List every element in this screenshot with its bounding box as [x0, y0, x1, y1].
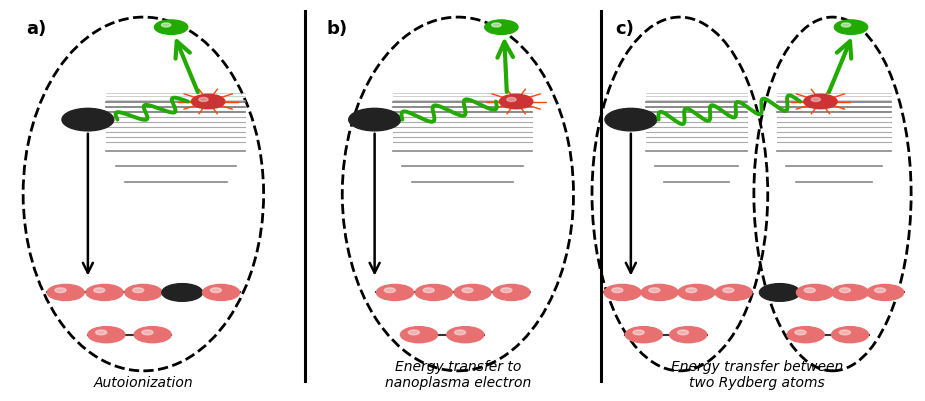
Circle shape [839, 330, 850, 335]
Circle shape [485, 21, 518, 35]
Text: b): b) [327, 20, 348, 38]
Circle shape [670, 327, 707, 343]
Circle shape [415, 285, 452, 301]
Circle shape [408, 330, 419, 335]
Circle shape [605, 109, 657, 132]
Circle shape [685, 288, 697, 293]
Circle shape [677, 330, 688, 335]
Circle shape [454, 285, 491, 301]
Circle shape [832, 327, 869, 343]
Circle shape [834, 21, 868, 35]
Circle shape [423, 288, 434, 293]
Circle shape [492, 24, 501, 28]
Circle shape [804, 95, 837, 109]
Circle shape [759, 284, 800, 302]
Circle shape [795, 330, 806, 335]
Circle shape [787, 327, 824, 343]
Circle shape [203, 285, 240, 301]
Circle shape [611, 288, 623, 293]
Circle shape [162, 24, 171, 28]
Circle shape [454, 330, 465, 335]
Circle shape [715, 285, 752, 301]
Circle shape [199, 98, 208, 102]
Text: c): c) [615, 20, 634, 38]
Circle shape [796, 285, 833, 301]
Circle shape [648, 288, 660, 293]
Circle shape [867, 285, 904, 301]
Circle shape [401, 327, 438, 343]
Circle shape [832, 285, 869, 301]
Circle shape [842, 24, 851, 28]
Circle shape [604, 285, 641, 301]
Circle shape [210, 288, 221, 293]
Circle shape [349, 109, 401, 132]
Circle shape [154, 21, 188, 35]
Circle shape [722, 288, 734, 293]
Circle shape [55, 288, 66, 293]
Circle shape [839, 288, 850, 293]
Circle shape [493, 285, 530, 301]
Circle shape [47, 285, 84, 301]
Circle shape [811, 98, 820, 102]
Text: a): a) [26, 20, 46, 38]
Circle shape [125, 285, 162, 301]
Circle shape [88, 327, 125, 343]
Text: Energy transfer between
two Rydberg atoms: Energy transfer between two Rydberg atom… [671, 359, 843, 389]
Circle shape [633, 330, 644, 335]
Circle shape [93, 288, 105, 293]
Circle shape [804, 288, 815, 293]
Circle shape [507, 98, 516, 102]
Circle shape [134, 327, 171, 343]
Circle shape [625, 327, 662, 343]
Circle shape [162, 284, 203, 302]
Circle shape [376, 285, 413, 301]
Circle shape [447, 327, 484, 343]
Circle shape [142, 330, 153, 335]
Text: Autoionization: Autoionization [93, 375, 193, 389]
Circle shape [874, 288, 885, 293]
Circle shape [641, 285, 678, 301]
Circle shape [462, 288, 473, 293]
Circle shape [384, 288, 395, 293]
Circle shape [86, 285, 123, 301]
Circle shape [62, 109, 114, 132]
Circle shape [191, 95, 225, 109]
Circle shape [95, 330, 106, 335]
Text: Energy transfer to
nanoplasma electron: Energy transfer to nanoplasma electron [385, 359, 531, 389]
Circle shape [678, 285, 715, 301]
Circle shape [132, 288, 143, 293]
Circle shape [500, 95, 533, 109]
Circle shape [500, 288, 512, 293]
